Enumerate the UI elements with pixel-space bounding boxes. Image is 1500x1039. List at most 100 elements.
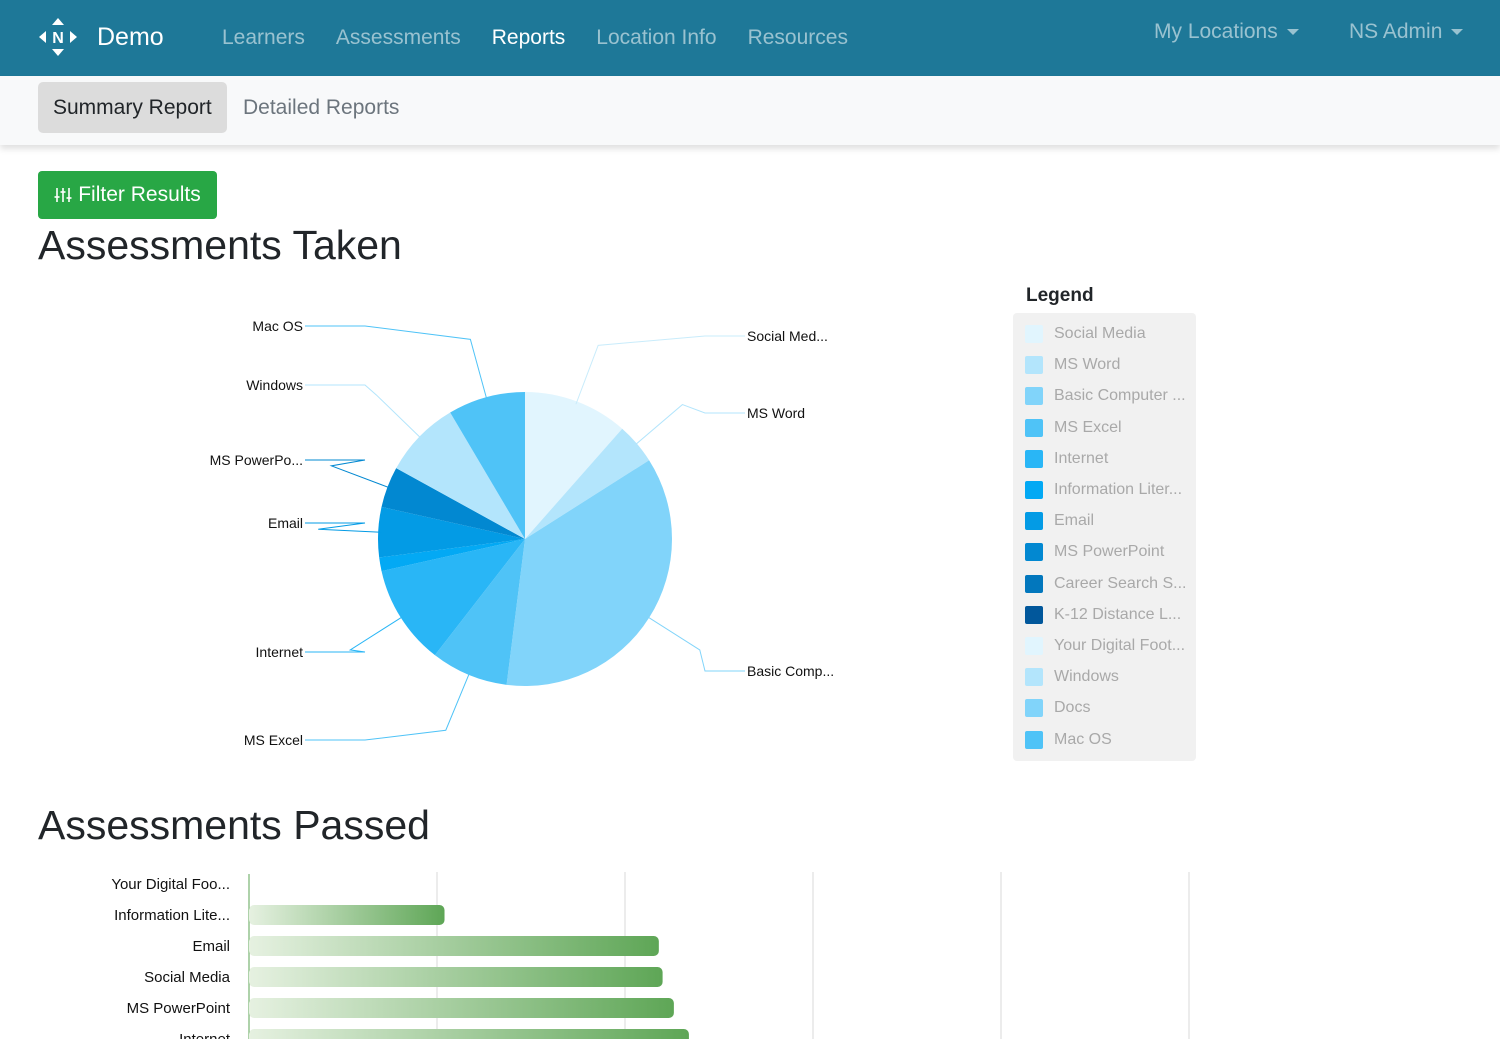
legend-swatch: [1025, 543, 1043, 562]
legend-swatch: [1025, 699, 1043, 718]
legend-label: Mac OS: [1054, 730, 1112, 748]
bar-information-lite[interactable]: [249, 905, 445, 925]
bar-category-label-social-media: Social Media: [144, 969, 231, 986]
user-menu-dropdown[interactable]: NS Admin: [1349, 20, 1464, 44]
tab-detailed-reports[interactable]: Detailed Reports: [243, 96, 400, 119]
pie-leader-line-social-media: [575, 335, 745, 405]
legend-swatch: [1025, 449, 1043, 468]
nav-assessments[interactable]: Assessments: [335, 26, 461, 49]
legend-label: Email: [1054, 512, 1095, 530]
legend-item-information-liter[interactable]: Information Liter...: [1025, 479, 1182, 501]
pie-slice-ms-excel[interactable]: [434, 539, 525, 685]
bar-social-media[interactable]: [249, 967, 663, 987]
bar-ms-powerpoint[interactable]: [249, 998, 674, 1018]
bar-category-label-information-lite: Information Lite...: [114, 907, 230, 924]
nav-resources[interactable]: Resources: [747, 26, 848, 49]
legend-item-social-media[interactable]: Social Media: [1025, 323, 1146, 345]
tab-summary-report[interactable]: Summary Report: [38, 82, 227, 133]
legend-swatch: [1025, 605, 1043, 624]
pie-label-mac-os: Mac OS: [252, 318, 303, 334]
pie-leader-line-ms-powerpoint: [305, 459, 391, 489]
pie-leader-line-internet: [305, 615, 404, 653]
user-name: NS Admin: [1349, 20, 1443, 43]
legend-swatch: [1025, 512, 1043, 531]
bar-category-label-your-digital-foo: Your Digital Foo...: [111, 876, 230, 893]
pie-leader-line-ms-excel: [305, 671, 471, 741]
legend-swatch: [1025, 668, 1043, 687]
legend-label: Your Digital Foot...: [1054, 637, 1186, 654]
chevron-down-icon: [1451, 29, 1464, 35]
pie-slice-mac-os[interactable]: [450, 392, 525, 539]
legend-item-ms-excel[interactable]: MS Excel: [1025, 417, 1122, 439]
pie-label-ms-excel: MS Excel: [244, 732, 303, 748]
assessments-passed-title: Assessments Passed: [38, 802, 430, 848]
pie-label-internet: Internet: [256, 644, 304, 660]
pie-label-basic-computer: Basic Comp...: [747, 663, 834, 679]
legend-item-docs[interactable]: Docs: [1025, 697, 1090, 719]
bar-category-label-email: Email: [192, 938, 230, 955]
legend-swatch: [1025, 481, 1043, 499]
filter-results-button[interactable]: Filter Results: [38, 171, 217, 219]
legend-swatch: [1025, 387, 1043, 406]
pie-slice-windows[interactable]: [396, 412, 525, 539]
pie-leader-line-mac-os: [305, 325, 488, 401]
legend-swatch: [1025, 574, 1043, 593]
legend-label: MS Word: [1054, 356, 1121, 374]
nav-location-info[interactable]: Location Info: [596, 26, 717, 49]
legend-item-ms-powerpoint[interactable]: MS PowerPoint: [1025, 541, 1164, 563]
legend-title: Legend: [1026, 285, 1094, 306]
legend-label: Windows: [1054, 668, 1119, 686]
legend-item-k-12-distance-l[interactable]: K-12 Distance L...: [1025, 604, 1181, 626]
legend-swatch: [1025, 637, 1043, 655]
legend-item-windows[interactable]: Windows: [1025, 666, 1119, 688]
legend-item-career-search-s[interactable]: Career Search S...: [1025, 573, 1187, 595]
pie-leader-line-ms-word: [634, 403, 745, 446]
main-nav: Learners Assessments Reports Location In…: [222, 0, 879, 76]
legend-item-mac-os[interactable]: Mac OS: [1025, 729, 1112, 751]
legend-item-internet[interactable]: Internet: [1025, 448, 1108, 470]
brand-link[interactable]: N Demo: [37, 16, 164, 58]
legend-swatch: [1025, 418, 1043, 437]
nav-learners[interactable]: Learners: [222, 26, 305, 49]
compass-logo-icon: N: [39, 18, 77, 56]
pie-label-social-media: Social Med...: [747, 328, 828, 344]
bar-internet[interactable]: [249, 1029, 689, 1039]
pie-slice-social-media[interactable]: [525, 392, 623, 539]
pie-label-email: Email: [268, 515, 303, 531]
pie-label-windows: Windows: [246, 377, 303, 393]
legend-label: MS Excel: [1054, 418, 1122, 436]
sliders-icon: [54, 188, 72, 202]
legend-item-ms-word[interactable]: MS Word: [1025, 354, 1120, 376]
pie-slice-internet[interactable]: [381, 539, 525, 656]
legend-item-basic-computer[interactable]: Basic Computer ...: [1025, 385, 1186, 407]
legend-item-your-digital-foot[interactable]: Your Digital Foot...: [1025, 635, 1185, 657]
assessments-passed-bar-chart: Your Digital Foo... Information Lite... Em…: [111, 872, 1190, 1039]
pie-leader-line-windows: [305, 384, 422, 440]
legend-item-email[interactable]: Email: [1025, 510, 1094, 532]
svg-text:N: N: [52, 30, 64, 47]
nav-reports[interactable]: Reports: [491, 26, 566, 49]
pie-leader-line-basic-computer: [646, 615, 745, 672]
legend-label: Career Search S...: [1054, 574, 1187, 592]
legend-label: Docs: [1054, 699, 1091, 717]
legend-swatch: [1025, 325, 1043, 343]
pie-slice-information-liter[interactable]: [379, 539, 525, 572]
bar-email[interactable]: [249, 936, 659, 956]
legend-label: Social Media: [1054, 325, 1146, 342]
legend-label: MS PowerPoint: [1054, 543, 1165, 561]
pie-leader-line-email: [305, 522, 382, 533]
pie-slice-basic-computer[interactable]: [506, 460, 672, 686]
assessments-taken-pie-chart: Social Med... MS Word Basic Comp... MS Exce…: [210, 318, 835, 748]
pie-legend: Social Media MS Word Basic Computer ... MS …: [1013, 313, 1196, 761]
bar-category-label-internet: Internet: [179, 1031, 231, 1039]
pie-slice-ms-powerpoint[interactable]: [381, 468, 525, 539]
my-locations-dropdown[interactable]: My Locations: [1154, 20, 1299, 44]
legend-swatch: [1025, 730, 1043, 749]
my-locations-label: My Locations: [1154, 20, 1278, 43]
report-tabs: Summary Report Detailed Reports: [0, 76, 1500, 145]
legend-label: K-12 Distance L...: [1054, 605, 1182, 623]
legend-swatch: [1025, 356, 1043, 375]
chevron-down-icon: [1286, 29, 1299, 35]
pie-slice-email[interactable]: [378, 506, 525, 558]
pie-slice-ms-word[interactable]: [525, 428, 650, 539]
